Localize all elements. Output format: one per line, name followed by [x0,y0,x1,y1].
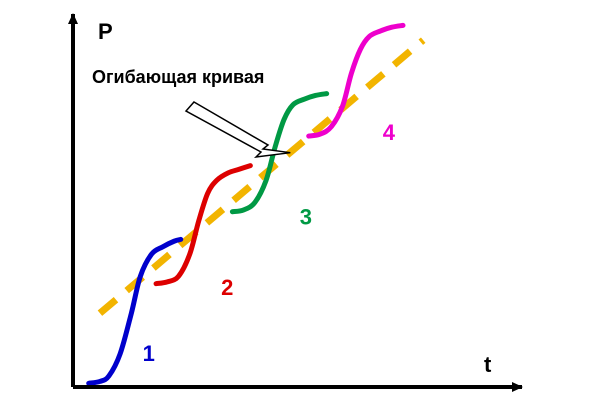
curve-label-1: 1 [143,341,155,366]
x-axis-label: t [484,352,492,377]
curve-2 [153,163,253,287]
envelope-annotation-text: Огибающая кривая [92,67,264,87]
curve-label-4: 4 [383,120,396,145]
series-layer: 1 2 3 4 [86,22,406,386]
y-axis-label: P [98,19,113,44]
envelope-curve [97,37,426,316]
curve-label-2: 2 [221,275,233,300]
curve-label-3: 3 [300,205,312,230]
axes-layer [68,13,523,392]
envelope-layer [97,37,426,316]
curve-1 [86,236,184,386]
annotation-layer [184,101,291,159]
curve-4 [306,22,406,139]
curve-3 [229,91,330,215]
annotation-arrow [184,101,291,159]
